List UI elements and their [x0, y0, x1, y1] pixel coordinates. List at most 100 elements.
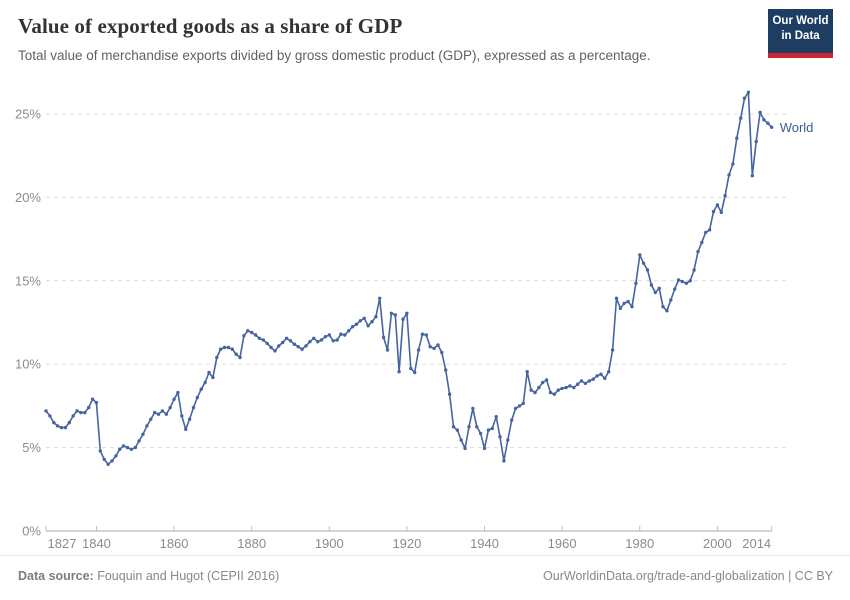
- data-point: [366, 324, 370, 328]
- data-point: [63, 425, 68, 430]
- data-point: [436, 343, 440, 347]
- data-point: [618, 306, 623, 310]
- data-point: [595, 374, 599, 378]
- data-point: [83, 410, 87, 415]
- data-point: [137, 439, 141, 443]
- data-point: [253, 333, 258, 337]
- data-point: [114, 454, 118, 458]
- data-point: [770, 125, 774, 129]
- data-point: [432, 346, 436, 351]
- data-point: [766, 121, 770, 125]
- data-point: [176, 390, 180, 395]
- data-point: [680, 279, 685, 284]
- data-point: [312, 336, 316, 340]
- x-axis-label-1840: 1840: [82, 536, 111, 551]
- data-point: [281, 340, 285, 345]
- data-source-label: Data source:: [18, 569, 94, 583]
- data-point: [133, 445, 137, 450]
- data-point: [673, 287, 677, 291]
- data-point: [413, 370, 417, 375]
- data-point: [118, 447, 122, 451]
- data-point: [284, 336, 289, 340]
- data-point: [327, 333, 331, 337]
- data-point: [250, 330, 254, 335]
- x-axis-label-2000: 2000: [703, 536, 732, 551]
- data-point: [587, 379, 591, 383]
- data-point: [52, 420, 56, 425]
- data-point: [676, 278, 681, 282]
- x-axis-label-1880: 1880: [237, 536, 266, 551]
- data-point: [273, 349, 277, 353]
- data-point: [544, 378, 549, 382]
- data-point: [187, 417, 192, 421]
- data-point: [343, 333, 347, 337]
- data-source-note: Data source: Fouquin and Hugot (CEPII 20…: [18, 569, 279, 583]
- data-point: [129, 447, 134, 451]
- data-point: [222, 345, 227, 350]
- y-axis-label-25: 25%: [15, 107, 41, 122]
- data-point: [207, 370, 211, 375]
- data-point: [715, 203, 720, 207]
- data-point: [451, 425, 456, 429]
- data-point: [323, 335, 328, 339]
- y-axis-label-5: 5%: [22, 440, 41, 455]
- data-point: [378, 296, 382, 300]
- data-point: [98, 449, 103, 453]
- data-point: [754, 139, 758, 144]
- data-point: [335, 338, 339, 342]
- data-point: [638, 253, 642, 257]
- data-point: [102, 457, 106, 461]
- data-point: [125, 445, 130, 450]
- data-point: [300, 347, 304, 351]
- series-label-world: World: [780, 120, 814, 135]
- owid-logo[interactable]: Our World in Data: [768, 9, 833, 58]
- data-point: [420, 332, 425, 336]
- data-point: [67, 420, 72, 425]
- y-axis-label-20: 20%: [15, 190, 41, 205]
- x-axis-label-1980: 1980: [625, 536, 654, 551]
- data-point: [591, 377, 595, 381]
- data-point: [525, 370, 529, 374]
- data-point: [494, 415, 498, 419]
- data-point: [218, 347, 223, 351]
- x-axis-label-1940: 1940: [470, 536, 499, 551]
- data-point: [684, 281, 688, 285]
- data-point: [719, 210, 723, 215]
- data-point: [583, 381, 588, 386]
- data-point: [758, 110, 762, 115]
- data-point: [521, 401, 525, 406]
- data-point: [634, 281, 638, 285]
- data-point: [576, 382, 580, 386]
- data-point: [700, 240, 704, 245]
- data-point: [645, 268, 650, 272]
- data-point: [661, 305, 665, 309]
- data-point: [160, 409, 165, 413]
- data-point: [234, 352, 238, 356]
- data-point: [607, 370, 611, 374]
- license-link[interactable]: OurWorldinData.org/trade-and-globalizati…: [543, 569, 833, 583]
- data-point: [106, 462, 110, 466]
- data-point: [393, 313, 397, 317]
- data-point: [739, 116, 743, 120]
- y-axis-label-10: 10%: [15, 357, 41, 372]
- data-point: [742, 96, 747, 100]
- y-axis-label-15: 15%: [15, 273, 41, 288]
- data-point: [669, 298, 673, 302]
- data-point: [428, 345, 432, 349]
- data-point: [626, 299, 630, 304]
- data-point: [164, 412, 168, 416]
- data-point: [316, 340, 320, 344]
- data-point: [475, 425, 479, 429]
- world-line: [45, 91, 773, 466]
- data-point: [548, 390, 553, 395]
- data-point: [308, 340, 312, 344]
- data-point: [447, 392, 452, 396]
- data-point: [153, 410, 157, 415]
- data-point: [416, 348, 421, 352]
- owid-url[interactable]: OurWorldinData.org/trade-and-globalizati…: [543, 569, 833, 583]
- data-point: [156, 412, 161, 416]
- chart-header: Value of exported goods as a share of GD…: [18, 14, 832, 65]
- data-point: [731, 162, 735, 166]
- data-point: [704, 230, 708, 235]
